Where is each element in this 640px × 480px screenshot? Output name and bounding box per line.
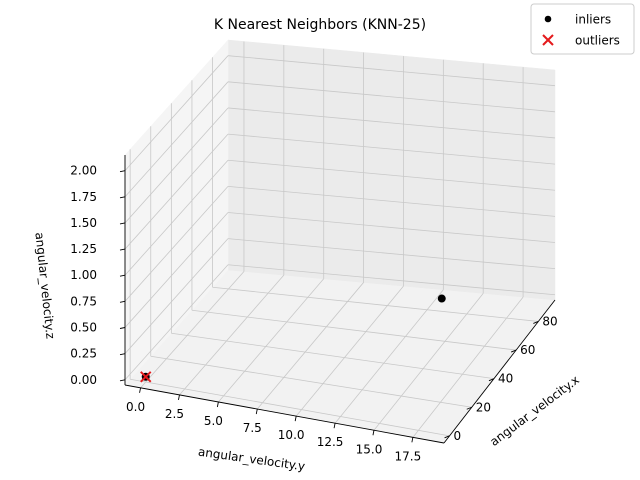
legend-outlier-x bbox=[542, 34, 554, 46]
legend: inliers outliers bbox=[530, 3, 635, 55]
outlier-x-stroke bbox=[140, 371, 152, 383]
y-tick-mark bbox=[294, 416, 297, 422]
z-tick-mark bbox=[119, 196, 126, 199]
z-tick-mark bbox=[119, 274, 126, 277]
grid-line-y-floor bbox=[218, 278, 325, 403]
z-tick-label: 2.00 bbox=[70, 164, 97, 178]
x-tick-label: 60 bbox=[520, 343, 535, 357]
grid-line-z-left bbox=[124, 186, 229, 302]
y-tick-label: 12.5 bbox=[317, 435, 344, 449]
z-tick-mark bbox=[119, 222, 126, 225]
axes-lines bbox=[119, 155, 556, 444]
grid-line-y-floor bbox=[140, 271, 245, 389]
y-tick-mark bbox=[178, 394, 180, 400]
y-axis-label: angular_velocity.y bbox=[197, 445, 306, 474]
z-axis-label: angular_velocity.z bbox=[32, 232, 57, 340]
grid-line-x-floor bbox=[212, 286, 539, 322]
grid-line-y-floor bbox=[295, 285, 404, 417]
z-tick-label: 1.25 bbox=[70, 242, 97, 256]
z-tick-mark bbox=[119, 248, 126, 251]
z-tick-mark bbox=[119, 300, 126, 303]
grid-line-z-back bbox=[227, 107, 556, 139]
grid-line-z-left bbox=[124, 212, 229, 328]
y-tick-label: 7.5 bbox=[243, 421, 262, 435]
outliers-point bbox=[140, 371, 152, 383]
legend-outliers-label: outliers bbox=[575, 34, 620, 48]
grid-line-z-back bbox=[227, 212, 556, 243]
grid-line-z-back bbox=[227, 133, 556, 165]
x-tick-label: 40 bbox=[498, 372, 513, 386]
y-tick-label: 17.5 bbox=[395, 449, 422, 463]
grid-line-y-floor bbox=[373, 293, 484, 431]
y-tick-label: 15.0 bbox=[356, 442, 383, 456]
x-tick-label: 0 bbox=[454, 429, 462, 443]
y-tick-mark bbox=[255, 408, 258, 415]
grid-line-z-left bbox=[124, 81, 229, 198]
y-tick-label: 2.5 bbox=[165, 407, 184, 421]
x-axis-line bbox=[443, 299, 556, 444]
grid-line-y-floor bbox=[412, 296, 524, 438]
y-tick-label: 10.0 bbox=[278, 428, 305, 442]
grid-line-y-floor bbox=[334, 289, 444, 424]
grid-line-x-floor bbox=[150, 355, 472, 408]
legend-inliers-label: inliers bbox=[575, 13, 611, 27]
grid-line-z-back bbox=[227, 238, 556, 270]
grid-line-z-left bbox=[124, 159, 229, 276]
y-tick-mark bbox=[139, 387, 142, 393]
legend-outliers-marker bbox=[542, 34, 554, 46]
grid-line-x-floor bbox=[191, 309, 517, 351]
grid-line-z-left bbox=[124, 238, 229, 354]
z-tick-mark bbox=[119, 379, 126, 382]
grid-line-z-back bbox=[227, 264, 556, 296]
back-pane bbox=[227, 39, 556, 301]
axes-grid bbox=[124, 41, 556, 438]
z-tick-label: 1.75 bbox=[70, 190, 97, 204]
grid-line-z-left bbox=[124, 133, 229, 250]
grid-line-y-floor bbox=[179, 274, 285, 396]
y-tick-label: 0.0 bbox=[126, 400, 145, 414]
grid-line-z-back bbox=[227, 55, 556, 87]
x-tick-mark bbox=[444, 435, 450, 439]
grid-line-z-back bbox=[227, 159, 556, 191]
x-tick-label: 20 bbox=[476, 400, 491, 414]
inliers-point bbox=[437, 294, 446, 303]
grid-line-x-floor bbox=[130, 378, 450, 437]
y-tick-mark bbox=[333, 423, 336, 429]
x-tick-mark bbox=[466, 406, 472, 410]
z-tick-label: 0.00 bbox=[70, 373, 97, 387]
z-tick-label: 1.00 bbox=[70, 268, 97, 282]
grid-line-z-back bbox=[227, 81, 556, 113]
y-tick-mark bbox=[216, 401, 219, 408]
z-tick-label: 1.50 bbox=[70, 216, 97, 230]
y-axis-line bbox=[124, 384, 445, 444]
grid-line-z-left bbox=[124, 55, 229, 171]
z-tick-mark bbox=[119, 353, 126, 356]
tick-labels: 0 20 40 60 80 0.0 2.5 5.0 7.5 10.0 12.5 15.0 17.5 0.0… bbox=[70, 164, 557, 464]
y-tick-mark bbox=[372, 430, 375, 436]
y-tick-label: 5.0 bbox=[204, 414, 223, 428]
z-tick-label: 0.25 bbox=[70, 347, 97, 361]
grid-line-z-back bbox=[227, 185, 556, 217]
chart-title: K Nearest Neighbors (KNN-25) bbox=[214, 17, 426, 33]
outlier-x-stroke bbox=[542, 34, 554, 46]
x-tick-label: 80 bbox=[542, 314, 557, 328]
z-tick-label: 0.75 bbox=[70, 294, 97, 308]
z-tick-label: 0.50 bbox=[70, 321, 97, 335]
grid-line-x-floor bbox=[171, 332, 495, 380]
x-tick-mark bbox=[488, 378, 495, 382]
grid-line-y-floor bbox=[256, 282, 364, 410]
z-tick-mark bbox=[119, 327, 126, 329]
y-tick-mark bbox=[411, 437, 414, 443]
legend-inliers-marker bbox=[544, 15, 552, 23]
z-tick-mark bbox=[119, 170, 126, 173]
x-tick-mark bbox=[533, 321, 539, 324]
grid-line-z-left bbox=[124, 264, 229, 381]
grid-line-z-left bbox=[124, 107, 229, 224]
legend-box bbox=[530, 3, 635, 55]
data-points bbox=[140, 294, 446, 383]
x-tick-mark bbox=[510, 349, 517, 353]
